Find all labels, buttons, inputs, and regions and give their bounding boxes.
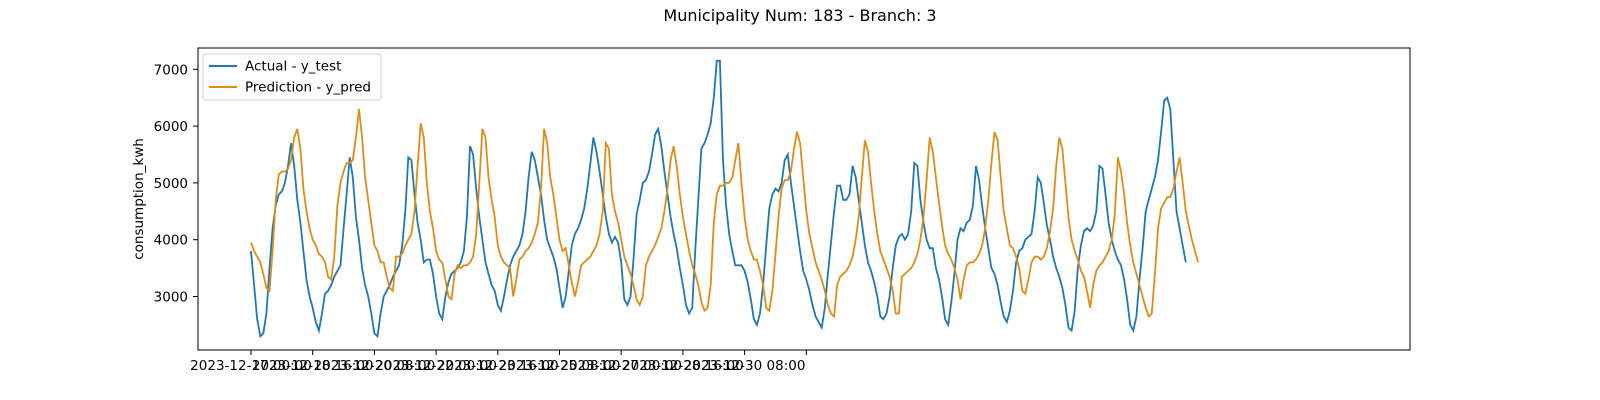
- x-tick-label: 2023-12-25 08:00: [499, 358, 621, 374]
- series-line-prediction: [250, 109, 1199, 319]
- legend-label-actual: Actual - y_test: [245, 59, 341, 75]
- x-tick-label: 2023-12-27 00:00: [560, 358, 682, 374]
- y-tick-label: 4000: [154, 233, 188, 249]
- series-line-actual: [250, 59, 1187, 339]
- x-tick-label: 2023-12-20 08:00: [314, 358, 436, 374]
- y-tick-label: 3000: [154, 290, 188, 306]
- chart-title: Municipality Num: 183 - Branch: 3: [663, 6, 937, 25]
- x-tick-label: 2023-12-23 16:00: [437, 358, 559, 374]
- y-tick-label: 7000: [154, 62, 188, 78]
- x-tick-label: 2023-12-18 16:00: [252, 358, 374, 374]
- lines-layer: [250, 59, 1199, 339]
- legend-label-prediction: Prediction - y_pred: [245, 80, 371, 96]
- y-tick-label: 5000: [154, 176, 188, 192]
- y-tick-label: 6000: [154, 119, 188, 135]
- y-axis-label: consumption_kwh: [131, 138, 147, 260]
- x-tick-label: 2023-12-22 00:00: [375, 358, 497, 374]
- y-axis: 3000 4000 5000 6000 7000: [154, 62, 198, 306]
- legend: Actual - y_test Prediction - y_pred: [202, 53, 382, 101]
- x-tick-label: 2023-12-28 16:00: [622, 358, 744, 374]
- plot-area: [197, 47, 1411, 351]
- legend-frame: [202, 53, 382, 101]
- x-tick-label: 2023-12-30 08:00: [684, 358, 806, 374]
- x-tick-label: 2023-12-17 00:00: [190, 358, 312, 374]
